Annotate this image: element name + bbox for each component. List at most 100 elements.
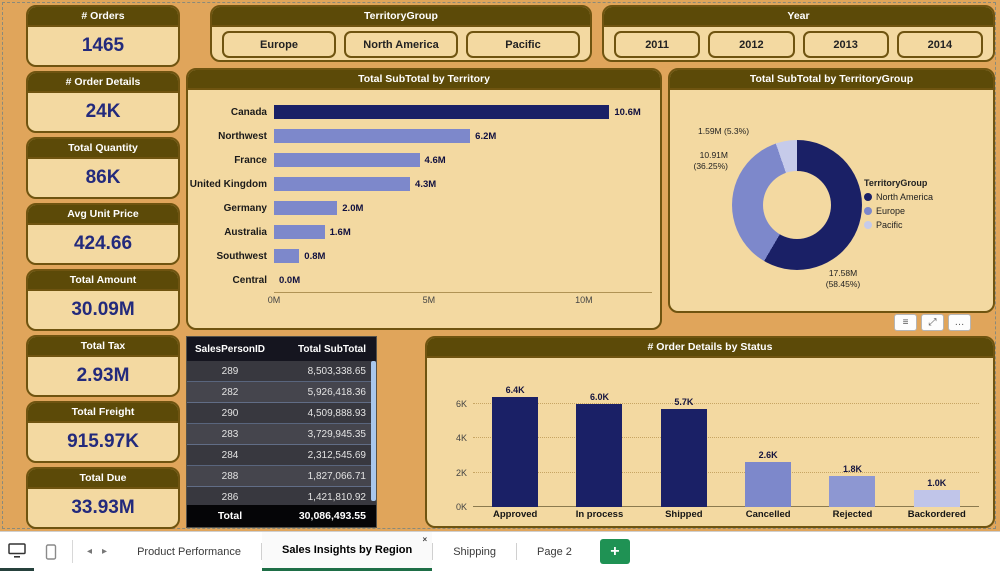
donut-chart[interactable] (732, 140, 862, 270)
kpi-card--orders[interactable]: # Orders 1465 (26, 5, 180, 67)
territory-x-axis: 0M 5M 10M (268, 292, 652, 308)
territory-category-label: Germany (223, 202, 267, 214)
slicer-option-2014[interactable]: 2014 (896, 31, 983, 58)
legend-item-pacific[interactable]: Pacific (864, 220, 933, 230)
territory-bar-value: 4.6M (424, 154, 446, 166)
slicer-option-2012[interactable]: 2012 (708, 31, 795, 58)
page-tab-label: Page 2 (537, 545, 572, 558)
year-slicer-title: Year (604, 7, 993, 27)
territory-bar[interactable] (274, 129, 471, 143)
table-row[interactable]: 286 1,421,810.92 (187, 487, 376, 505)
mobile-view-icon[interactable] (34, 532, 68, 571)
territory-bar-row: Northwest 6.2M (188, 124, 660, 148)
status-bar[interactable] (829, 476, 876, 507)
subtotal-cell: 5,926,418.36 (307, 386, 366, 398)
status-bar[interactable] (660, 409, 707, 507)
slicer-option-2013[interactable]: 2013 (802, 31, 889, 58)
add-page-button[interactable]: + (599, 539, 630, 564)
status-category-label: Backordered (907, 509, 966, 520)
salesperson-id-cell: 290 (221, 407, 239, 419)
territory-category-label: Northwest (218, 130, 267, 142)
territory-bars: Canada 10.6M Northwest 6.2M France 4.6M United… (188, 100, 660, 292)
legend-swatch (864, 207, 872, 215)
year-slicer: Year 2011 2012 2013 2014 (602, 5, 995, 62)
page-tab-product-performance[interactable]: Product Performance (117, 532, 261, 571)
donut-callout-pacific: 1.59M (5.3%) (698, 126, 750, 136)
territory-bar[interactable] (274, 153, 420, 167)
kpi-card-total-tax[interactable]: Total Tax 2.93M (26, 335, 180, 397)
status-bar[interactable] (745, 462, 792, 507)
kpi-card-avg-unit-price[interactable]: Avg Unit Price 424.66 (26, 203, 180, 265)
page-tab-label: Sales Insights by Region (282, 544, 413, 556)
status-bar-value: 2.6K (758, 450, 778, 461)
status-column-approved: 6.4K Approved (473, 366, 557, 523)
legend-item-north-america[interactable]: North America (864, 192, 933, 202)
page-nav-arrows: ◂ ▸ (77, 532, 117, 571)
kpi-card--order-details[interactable]: # Order Details 24K (26, 71, 180, 133)
filter-list-icon[interactable]: ≡ (894, 314, 917, 331)
kpi-card-title: Total Quantity (28, 139, 178, 159)
slicer-option-2011[interactable]: 2011 (614, 31, 701, 58)
table-row[interactable]: 290 4,509,888.93 (187, 403, 376, 424)
territory-bar-row: Germany 2.0M (188, 196, 660, 220)
page-tab-sales-insights-by-region[interactable]: Sales Insights by Region × (262, 532, 433, 571)
status-column-backordered: 1.0K Backordered (895, 366, 979, 523)
legend-item-europe[interactable]: Europe (864, 206, 933, 216)
x-axis-tick: 5M (422, 295, 436, 305)
subtotal-cell: 1,421,810.92 (307, 491, 366, 503)
close-tab-icon[interactable]: × (422, 535, 428, 544)
table-row[interactable]: 282 5,926,418.36 (187, 382, 376, 403)
status-bar[interactable] (913, 489, 960, 507)
slicer-option-pacific[interactable]: Pacific (466, 31, 580, 58)
status-bar[interactable] (492, 397, 539, 507)
column-header-total-subtotal[interactable]: Total SubTotal (298, 343, 366, 355)
page-tabs: Product Performance Sales Insights by Reg… (117, 532, 592, 571)
kpi-card-total-amount[interactable]: Total Amount 30.09M (26, 269, 180, 331)
table-scrollbar[interactable] (371, 361, 376, 501)
status-column-rejected: 1.8K Rejected (810, 366, 894, 523)
table-rows: 289 8,503,338.65 282 5,926,418.36 290 4,509,8… (187, 361, 376, 505)
desktop-view-icon[interactable] (0, 532, 34, 571)
y-axis-tick: 4K (455, 433, 467, 444)
territory-bar-value: 10.6M (614, 106, 641, 118)
table-row[interactable]: 289 8,503,338.65 (187, 361, 376, 382)
subtotal-cell: 8,503,338.65 (307, 365, 366, 377)
territory-bar[interactable] (274, 177, 411, 191)
table-header-row: SalesPersonID Total SubTotal (187, 337, 376, 361)
territory-bar[interactable] (274, 225, 325, 239)
territory-bar-value: 4.3M (415, 178, 437, 190)
column-header-salespersonid[interactable]: SalesPersonID (194, 343, 266, 355)
prev-page-icon[interactable]: ◂ (87, 546, 93, 557)
focus-mode-icon[interactable]: ⤢ (921, 314, 944, 331)
territory-category-label: France (234, 154, 267, 166)
legend-label: Pacific (876, 220, 903, 230)
territory-category-label: Australia (224, 226, 267, 238)
tab-separator (432, 543, 434, 560)
slicer-option-europe[interactable]: Europe (222, 31, 336, 58)
table-row[interactable]: 283 3,729,945.35 (187, 424, 376, 445)
kpi-card-total-due[interactable]: Total Due 33.93M (26, 467, 180, 529)
legend-swatch (864, 193, 872, 201)
page-tab-label: Shipping (453, 545, 497, 558)
status-chart-title: # Order Details by Status (427, 338, 993, 358)
legend-title: TerritoryGroup (864, 178, 928, 188)
territory-bar[interactable] (274, 105, 610, 119)
kpi-card-value: 30.09M (71, 299, 135, 320)
territory-bar[interactable] (274, 201, 338, 215)
kpi-card-total-freight[interactable]: Total Freight 915.97K (26, 401, 180, 463)
territory-category-label: Southwest (216, 250, 267, 262)
territory-bar-row: Canada 10.6M (188, 100, 660, 124)
table-row[interactable]: 288 1,827,066.71 (187, 466, 376, 487)
table-row[interactable]: 284 2,312,545.69 (187, 445, 376, 466)
status-bar[interactable] (576, 404, 623, 507)
page-tab-page-2[interactable]: Page 2 (517, 532, 592, 571)
more-options-icon[interactable]: … (948, 314, 971, 331)
kpi-card-title: Total Tax (28, 337, 178, 357)
next-page-icon[interactable]: ▸ (102, 546, 108, 557)
subtotal-cell: 1,827,066.71 (307, 470, 366, 482)
kpi-card-total-quantity[interactable]: Total Quantity 86K (26, 137, 180, 199)
table-total-label: Total (217, 510, 243, 522)
slicer-option-north-america[interactable]: North America (344, 31, 458, 58)
page-tab-shipping[interactable]: Shipping (433, 532, 516, 571)
territory-bar[interactable] (274, 249, 300, 263)
